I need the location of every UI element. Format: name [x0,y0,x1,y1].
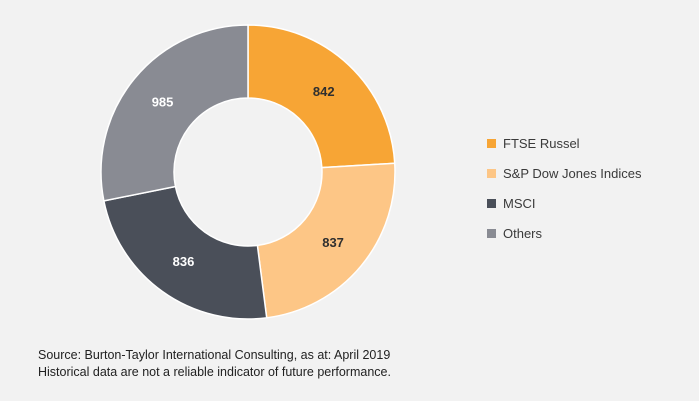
slice-msci [102,185,268,320]
disclaimer-note: Historical data are not a reliable indic… [38,365,391,379]
slice-others [100,24,249,202]
legend-swatch-sp [487,168,496,178]
legend-label-others: Others [503,225,543,241]
donut-chart: 842 837 836 985 [100,24,396,320]
legend-swatch-msci [487,198,496,208]
slice-label-sp: 837 [322,235,344,250]
legend-label-ftse: FTSE Russel [503,135,580,151]
slice-label-msci: 836 [173,254,195,269]
source-note: Source: Burton-Taylor International Cons… [38,348,391,362]
legend-item-ftse: FTSE Russel [487,135,692,151]
slice-label-others: 985 [152,94,174,109]
legend-item-msci: MSCI [487,195,692,211]
footnote: Source: Burton-Taylor International Cons… [38,347,678,381]
chart-area: 842 837 836 985 FTSE Russel S&P Dow Jones I… [100,24,692,320]
slice-sp [256,162,396,319]
legend: FTSE Russel S&P Dow Jones Indices MSCI O… [487,135,692,255]
slice-ftse [247,24,396,169]
legend-item-others: Others [487,225,692,241]
legend-swatch-others [487,228,496,238]
legend-label-msci: MSCI [503,195,536,211]
slice-label-ftse: 842 [313,84,335,99]
legend-swatch-ftse [487,138,496,148]
legend-item-sp: S&P Dow Jones Indices [487,165,692,181]
legend-label-sp: S&P Dow Jones Indices [503,165,642,181]
